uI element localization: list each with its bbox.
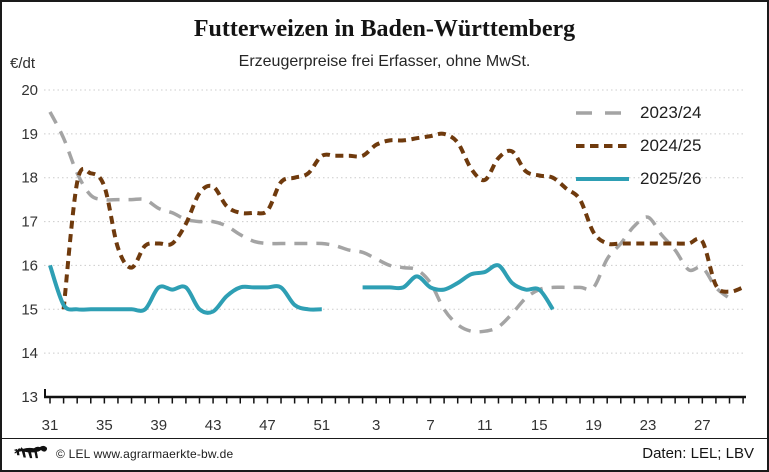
svg-text:51: 51 (313, 417, 330, 434)
svg-text:47: 47 (259, 417, 276, 434)
svg-text:17: 17 (21, 214, 38, 231)
footer-branding: © LEL www.agrarmaerkte-bw.de (12, 444, 233, 463)
legend-line-sample-icon (576, 176, 629, 181)
svg-text:27: 27 (694, 417, 711, 434)
footer-divider (2, 438, 767, 439)
chart-legend: 2023/24 2024/25 2025/26 (574, 96, 701, 195)
svg-text:43: 43 (205, 417, 222, 434)
legend-line-sample-icon (576, 110, 629, 115)
page-title: Futterweizen in Baden-Württemberg (193, 16, 576, 42)
legend-item-2024-25: 2024/25 (574, 129, 701, 162)
svg-text:14: 14 (21, 345, 38, 362)
svg-text:23: 23 (640, 417, 657, 434)
legend-label: 2024/25 (640, 135, 702, 155)
legend-item-2023-24: 2023/24 (574, 96, 701, 129)
svg-text:20: 20 (21, 82, 38, 99)
chart-subtitle: Erzeugerpreise frei Erfasser, ohne MwSt. (238, 53, 531, 70)
svg-text:19: 19 (21, 126, 38, 143)
svg-text:31: 31 (42, 417, 59, 434)
svg-text:39: 39 (150, 417, 167, 434)
svg-text:15: 15 (21, 301, 38, 318)
svg-text:15: 15 (531, 417, 548, 434)
svg-text:7: 7 (426, 417, 434, 434)
svg-text:11: 11 (477, 417, 493, 434)
data-source-text: Daten: LEL; LBV (642, 445, 754, 462)
legend-label: 2025/26 (640, 168, 702, 188)
svg-text:16: 16 (21, 257, 38, 274)
svg-text:19: 19 (585, 417, 602, 434)
svg-text:35: 35 (96, 417, 113, 434)
svg-text:3: 3 (372, 417, 380, 434)
svg-text:13: 13 (21, 389, 38, 406)
legend-label: 2023/24 (640, 102, 702, 122)
svg-text:18: 18 (21, 170, 38, 187)
bw-lion-logo-icon (13, 445, 48, 459)
y-axis-unit-label: €/dt (10, 55, 36, 72)
footer: © LEL www.agrarmaerkte-bw.de Daten: LEL;… (2, 439, 767, 470)
legend-line-sample-icon (576, 143, 629, 148)
copyright-text: © LEL www.agrarmaerkte-bw.de (56, 446, 234, 461)
legend-item-2025-26: 2025/26 (574, 162, 701, 195)
